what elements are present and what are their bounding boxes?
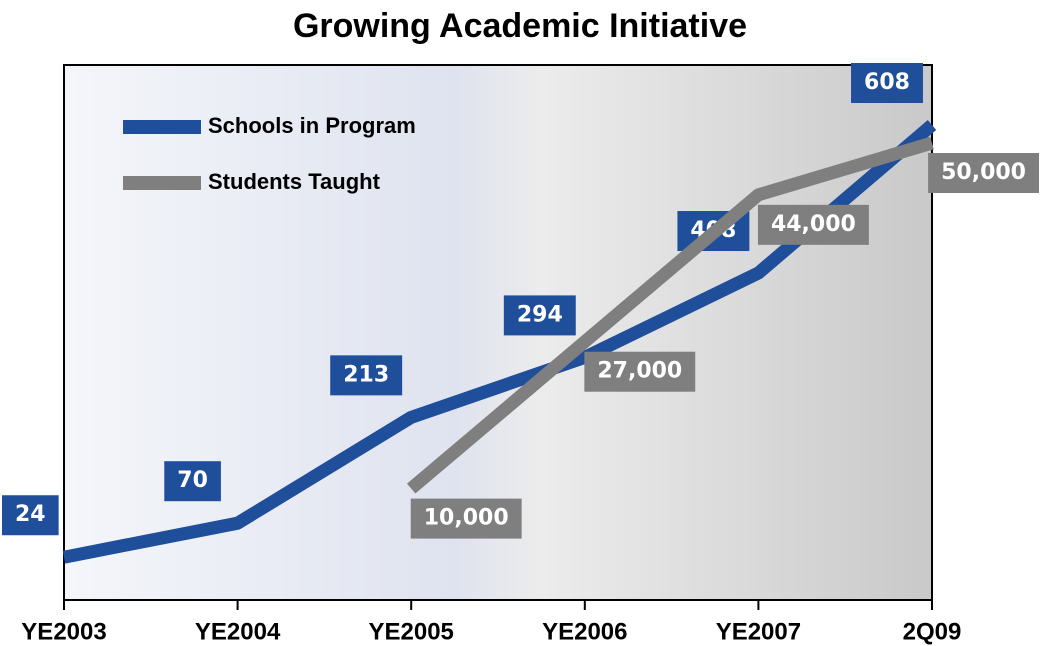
legend-label: Schools in Program bbox=[208, 113, 416, 138]
legend-label: Students Taught bbox=[208, 169, 381, 194]
data-label: 10,000 bbox=[424, 506, 509, 531]
legend-swatch bbox=[123, 176, 201, 190]
x-tick-label: YE2005 bbox=[368, 618, 453, 645]
data-label: 44,000 bbox=[771, 212, 856, 237]
x-tick-label: YE2004 bbox=[195, 618, 281, 645]
x-tick-label: YE2003 bbox=[21, 618, 106, 645]
data-label: 294 bbox=[517, 302, 563, 327]
chart-title: Growing Academic Initiative bbox=[293, 7, 747, 45]
data-label: 70 bbox=[177, 468, 208, 493]
legend-swatch bbox=[123, 120, 201, 134]
x-tick-label: YE2007 bbox=[716, 618, 801, 645]
x-tick-label: 2Q09 bbox=[903, 618, 962, 645]
data-label: 50,000 bbox=[941, 160, 1026, 185]
chart: Growing Academic Initiative YE2003 YE2004… bbox=[0, 0, 1041, 646]
data-label: 213 bbox=[343, 362, 389, 387]
x-tick-label: YE2006 bbox=[542, 618, 627, 645]
data-label: 24 bbox=[15, 502, 46, 527]
data-label: 608 bbox=[864, 70, 910, 95]
data-label: 27,000 bbox=[597, 359, 682, 384]
